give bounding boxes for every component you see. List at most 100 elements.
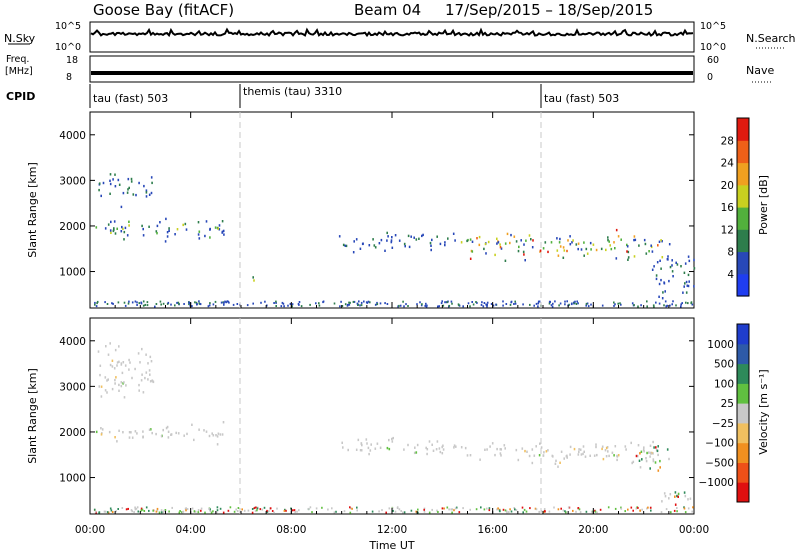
velocity-scatter-cell (513, 507, 516, 509)
velocity-scatter-cell (650, 509, 652, 512)
velocity-scatter-cell (578, 450, 580, 454)
power-scatter-cell (156, 232, 158, 235)
power-scatter-cell (120, 230, 123, 233)
velocity-scatter-cell (566, 456, 568, 459)
power-scatter-cell (447, 237, 449, 240)
power-scatter-cell (386, 231, 388, 235)
velocity-scatter-cell (616, 455, 619, 458)
power-scatter-cell (504, 259, 507, 262)
velocity-scatter-cell (136, 432, 138, 435)
velocity-scatter-cell (403, 448, 405, 451)
nave-label: Nave (746, 64, 774, 77)
velocity-scatter-cell (360, 449, 363, 452)
power-scatter-cell (626, 245, 629, 248)
velocity-scatter-cell (670, 511, 672, 514)
power-scatter-cell (451, 302, 453, 305)
power-scatter-cell (510, 300, 513, 303)
velocity-scatter-cell (351, 507, 353, 510)
x-tick-label: 08:00 (276, 524, 306, 536)
power-scatter-cell (522, 250, 525, 254)
velocity-scatter-cell (110, 509, 113, 512)
power-y-ticks: 1000 2000 3000 4000 (59, 130, 694, 279)
velocity-scatter-cell (127, 507, 129, 510)
velocity-scatter-cell (205, 430, 208, 433)
velocity-scatter-cell (254, 509, 257, 512)
velocity-colorbar: 1000 500 100 25 −25 −100 −500 −1000 (698, 323, 750, 503)
velocity-scatter-cell (683, 507, 686, 510)
power-scatter-cell (142, 300, 145, 303)
power-scatter-cell (509, 303, 512, 306)
power-scatter-cell (436, 235, 438, 238)
velocity-scatter-cell (442, 444, 444, 447)
velocity-y-tick-label: 2000 (59, 427, 86, 439)
velocity-scatter-cell (559, 461, 561, 464)
x-tick-label: 20:00 (578, 524, 608, 536)
power-scatter-cell (537, 300, 540, 303)
power-scatter-cell (224, 300, 226, 303)
power-scatter-cell (558, 241, 561, 244)
velocity-scatter-cell (298, 509, 300, 512)
power-scatter-cell (273, 302, 275, 304)
velocity-scatter-cell (455, 506, 458, 509)
power-scatter-cell (94, 301, 96, 304)
velocity-scatter-cell (687, 498, 689, 501)
velocity-scatter-cell (283, 509, 286, 512)
power-scatter-cell (205, 220, 208, 223)
velocity-scatter-cell (360, 442, 363, 445)
velocity-scatter-cell (533, 454, 536, 457)
power-scatter-cell (425, 305, 428, 308)
velocity-scatter-cell (683, 491, 686, 494)
power-scatter-cell (444, 243, 446, 247)
velocity-scatter-cell (567, 506, 570, 509)
velocity-scatter-cell (370, 443, 372, 446)
power-scatter-cell (106, 303, 109, 305)
velocity-scatter-cell (128, 358, 130, 362)
velocity-scatter-cell (266, 509, 268, 512)
velocity-scatter-cell (639, 452, 641, 455)
velocity-scatter-cell (499, 510, 501, 513)
velocity-scatter-cell (114, 382, 116, 385)
power-scatter-cell (684, 282, 686, 285)
velocity-scatter-cell (118, 389, 120, 392)
power-scatter-cell (668, 243, 671, 246)
power-scatter-cell (198, 230, 201, 233)
power-scatter-cell (124, 304, 127, 307)
power-scatter-cell (342, 243, 345, 247)
velocity-scatter-cell (120, 362, 123, 365)
velocity-scatter-cell (624, 510, 626, 513)
power-scatter-cell (174, 233, 176, 236)
velocity-scatter-cell (583, 450, 585, 453)
velocity-scatter-cell (575, 510, 577, 513)
velocity-scatter-cell (599, 508, 602, 511)
velocity-scatter-cell (607, 450, 609, 453)
power-scatter-cell (109, 192, 111, 195)
velocity-scatter-cell (661, 500, 663, 503)
velocity-scatter-cell (496, 447, 498, 451)
power-scatter-cell (660, 267, 662, 270)
velocity-scatter-cell (259, 508, 262, 511)
velocity-scatter-cell (655, 446, 657, 449)
power-scatter-cell (554, 300, 556, 303)
velocity-scatter-cell (356, 506, 358, 509)
velocity-scatter-cell (554, 462, 557, 465)
power-scatter-cell (564, 300, 566, 303)
velocity-scatter-cell (642, 448, 645, 451)
power-scatter-cell (344, 303, 347, 306)
velocity-scatter-cell (402, 511, 404, 514)
power-scatter-cell (421, 303, 423, 306)
velocity-scatter-cell (391, 437, 393, 441)
power-scatter-cell (510, 233, 512, 237)
velocity-scatter-cell (151, 431, 153, 435)
power-scatter-cell (638, 244, 640, 247)
power-scatter-cell (688, 259, 691, 263)
velocity-scatter-cell (155, 432, 157, 436)
power-scatter-cell (680, 265, 682, 268)
velocity-scatter-cell (455, 445, 457, 448)
velocity-scatter-cell (99, 364, 102, 367)
velocity-scatter-cell (235, 508, 237, 511)
power-scatter-cell (356, 302, 359, 305)
power-scatter-cell (275, 300, 277, 303)
velocity-scatter-cell (147, 362, 149, 365)
power-scatter-cell (525, 239, 527, 242)
velocity-scatter-cell (464, 446, 467, 450)
